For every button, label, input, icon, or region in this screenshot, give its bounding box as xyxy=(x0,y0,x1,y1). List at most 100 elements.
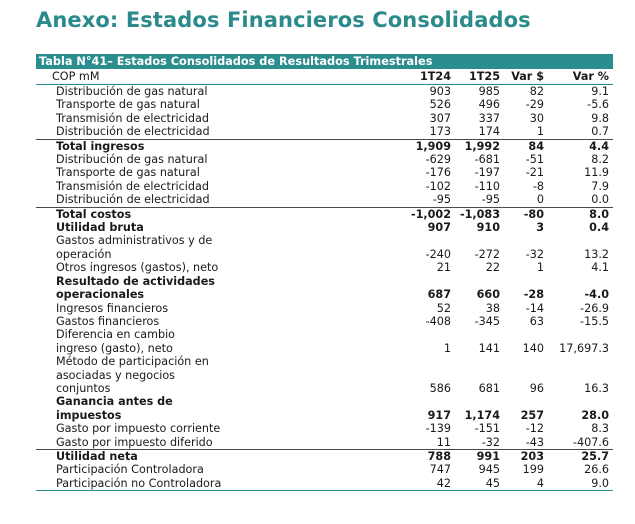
value-1t24: 788 xyxy=(400,448,455,464)
value-var-abs: 82 xyxy=(529,85,544,98)
table-row: Participación Controladora 747 945 199 26.6 xyxy=(36,463,613,476)
value-1t24: 1 xyxy=(443,341,451,355)
value-1t24: -176 xyxy=(425,166,451,180)
value-var-abs: 84 xyxy=(504,138,548,154)
value-var-abs: 1 xyxy=(536,125,544,139)
table-body: Distribución de gas natural 903 985 82 9.1 Tr… xyxy=(36,85,613,492)
value-var-pct: -407.6 xyxy=(572,435,609,449)
table-row: Gastos financieros -408 -345 63 -15.5 xyxy=(36,315,613,328)
row-label: Gasto por impuesto diferido xyxy=(56,435,213,449)
value-1t24: 307 xyxy=(429,111,451,125)
table-row: Transmisión de electricidad -102 -110 -8 7.9 xyxy=(36,180,613,193)
value-1t24: 11 xyxy=(436,435,451,449)
value-var-pct: 8.3 xyxy=(591,422,609,436)
row-label: Diferencia en cambio ingreso (gasto), ne… xyxy=(36,328,400,355)
value-var-abs: -28 xyxy=(523,288,544,302)
value-var-pct: 25.7 xyxy=(548,448,613,464)
value-var-abs: 30 xyxy=(529,111,544,125)
row-label: Distribución de gas natural xyxy=(56,153,208,167)
table-header-row: COP mM 1T24 1T25 Var $ Var % xyxy=(36,69,613,85)
value-1t24: -408 xyxy=(425,314,451,328)
value-1t25: -197 xyxy=(474,166,500,180)
value-var-abs: -14 xyxy=(525,301,544,315)
value-var-abs: 1 xyxy=(536,261,544,275)
value-var-pct: 9.8 xyxy=(591,111,609,125)
value-var-pct: 9.1 xyxy=(591,85,609,98)
value-1t24: 173 xyxy=(429,125,451,139)
value-1t25: 985 xyxy=(478,85,500,98)
row-label: Participación Controladora xyxy=(56,463,204,477)
value-var-pct: 13.2 xyxy=(584,247,609,261)
value-1t25: -345 xyxy=(474,314,500,328)
value-var-pct: 17,697.3 xyxy=(559,341,609,355)
value-1t25: 45 xyxy=(455,476,504,492)
value-1t25: 991 xyxy=(455,448,504,464)
value-var-abs: 0 xyxy=(536,193,544,207)
table-row: Distribución de gas natural -629 -681 -51 8.… xyxy=(36,153,613,166)
row-label: Transmisión de electricidad xyxy=(56,179,209,193)
value-var-abs: 63 xyxy=(529,314,544,328)
value-var-pct: -26.9 xyxy=(580,301,609,315)
row-label: Transmisión de electricidad xyxy=(56,111,209,125)
value-var-pct: 0.4 xyxy=(589,221,609,235)
value-1t24: 52 xyxy=(436,301,451,315)
value-1t25: -681 xyxy=(474,153,500,167)
value-1t25: 1,174 xyxy=(464,408,500,422)
table-row: Distribución de gas natural 903 985 82 9.1 xyxy=(36,85,613,99)
value-1t24: 21 xyxy=(436,261,451,275)
col-header-1t25: 1T25 xyxy=(455,69,504,85)
row-label: Gasto por impuesto corriente xyxy=(56,422,221,436)
col-header-var-pct: Var % xyxy=(548,69,613,85)
value-1t24: -1,002 xyxy=(400,206,455,222)
value-1t24: 586 xyxy=(429,381,451,395)
value-var-abs: -12 xyxy=(525,422,544,436)
value-var-abs: 199 xyxy=(522,463,544,477)
value-1t24: 747 xyxy=(429,463,451,477)
table-row: Distribución de electricidad -95 -95 0 0.0 xyxy=(36,193,613,207)
value-1t25: -272 xyxy=(474,247,500,261)
value-1t25: 141 xyxy=(478,341,500,355)
table-row: Transporte de gas natural 526 496 -29 -5.6 xyxy=(36,98,613,111)
value-1t24: 526 xyxy=(429,98,451,112)
value-var-pct: 8.2 xyxy=(591,153,609,167)
row-label: Ganancia antes de impuestos xyxy=(36,395,400,422)
value-1t25: 1,992 xyxy=(455,138,504,154)
income-statement-table: COP mM 1T24 1T25 Var $ Var % Distribució… xyxy=(36,69,613,492)
value-1t24: -240 xyxy=(425,247,451,261)
value-var-abs: 203 xyxy=(504,448,548,464)
value-1t25: 945 xyxy=(478,463,500,477)
value-1t25: -110 xyxy=(474,179,500,193)
col-header-1t24: 1T24 xyxy=(400,69,455,85)
table-row: Utilidad bruta 907 910 3 0.4 xyxy=(36,221,613,234)
value-1t24: -629 xyxy=(425,153,451,167)
row-label-text: Diferencia en cambio ingreso (gasto), ne… xyxy=(56,328,176,355)
table-row: Gasto por impuesto corriente -139 -151 -12 8… xyxy=(36,422,613,435)
value-var-pct: 16.3 xyxy=(584,381,609,395)
value-var-pct: -15.5 xyxy=(580,314,609,328)
value-var-abs: 140 xyxy=(522,341,544,355)
table-row: Método de participación en asociadas y n… xyxy=(36,355,613,395)
value-var-abs: -32 xyxy=(525,247,544,261)
value-1t24: 907 xyxy=(427,221,451,235)
table-caption: Tabla N°41– Estados Consolidados de Resu… xyxy=(36,54,613,69)
value-var-pct: 7.9 xyxy=(591,179,609,193)
table-row: Transmisión de electricidad 307 337 30 9.8 xyxy=(36,112,613,125)
value-var-abs: 4 xyxy=(504,476,548,492)
value-1t25: 174 xyxy=(478,125,500,139)
table-row: Total costos -1,002 -1,083 -80 8.0 xyxy=(36,206,613,222)
row-label: Utilidad neta xyxy=(36,448,400,464)
value-1t24: -95 xyxy=(432,193,451,207)
table-row: Resultado de actividades operacionales 68… xyxy=(36,275,613,302)
table-row: Ingresos financieros 52 38 -14 -26.9 xyxy=(36,302,613,315)
value-1t24: 917 xyxy=(427,408,451,422)
value-var-abs: -29 xyxy=(525,98,544,112)
value-var-pct: 28.0 xyxy=(581,408,609,422)
value-1t24: 687 xyxy=(427,288,451,302)
value-var-abs: 96 xyxy=(529,381,544,395)
table-row: Diferencia en cambio ingreso (gasto), ne… xyxy=(36,328,613,355)
col-header-var-abs: Var $ xyxy=(504,69,548,85)
page-title: Anexo: Estados Financieros Consolidados xyxy=(36,8,531,32)
value-var-pct: 0.0 xyxy=(591,193,609,207)
row-label: Método de participación en asociadas y n… xyxy=(36,355,400,395)
value-1t25: 660 xyxy=(476,288,500,302)
